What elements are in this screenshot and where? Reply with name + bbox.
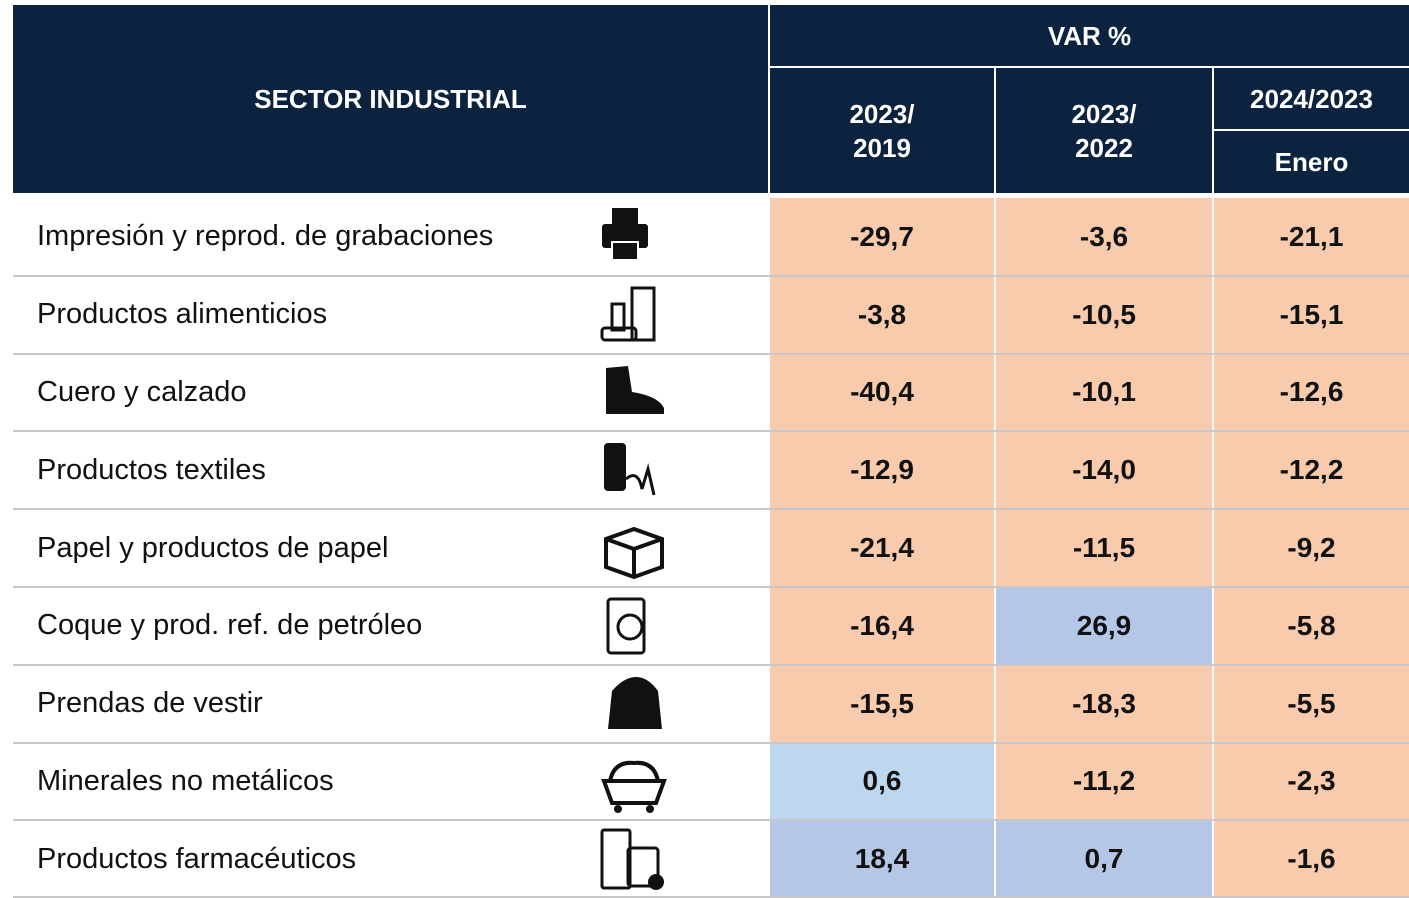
value-cell: -16,4 — [770, 587, 994, 665]
value-cell: -15,5 — [770, 664, 994, 743]
header-text: SECTOR INDUSTRIAL — [254, 84, 527, 114]
header-col2: 2023/2022 — [996, 68, 1212, 193]
icon — [600, 828, 664, 891]
row-separator — [13, 819, 1409, 822]
row-label: Cuero y calzado — [37, 375, 247, 408]
header-text: Enero — [1274, 147, 1349, 177]
header-text: 2019 — [853, 132, 911, 163]
icon — [600, 286, 656, 342]
value-cell: -10,5 — [996, 275, 1212, 354]
row-separator — [13, 663, 1409, 666]
row-separator — [13, 508, 1409, 511]
value-cell: 26,9 — [996, 587, 1212, 665]
value-cell: -12,9 — [770, 431, 994, 510]
row-label: Productos farmacéuticos — [37, 842, 357, 875]
row-icon — [598, 362, 670, 424]
icon — [604, 527, 664, 580]
row-icon — [598, 595, 670, 657]
row-label: Productos textiles — [37, 453, 266, 486]
header-var: VAR % — [770, 5, 1409, 66]
row-icon — [598, 206, 670, 268]
value-cell: -29,7 — [770, 198, 994, 276]
value-cell: -9,2 — [1214, 509, 1409, 587]
icon — [606, 365, 664, 414]
row-label: Coque y prod. ref. de petróleo — [37, 609, 423, 642]
value-cell: -40,4 — [770, 353, 994, 432]
row-label: Papel y productos de papel — [37, 531, 389, 564]
header-text: 2022 — [1075, 132, 1133, 163]
value-cell: -11,5 — [996, 509, 1212, 587]
row-icon — [598, 751, 670, 813]
row-separator — [13, 274, 1409, 277]
header-col1: 2023/2019 — [770, 68, 994, 193]
value-cell: -14,0 — [996, 431, 1212, 510]
row-separator — [13, 896, 1409, 898]
value-cell: -5,8 — [1214, 587, 1409, 665]
row-icon — [598, 284, 670, 346]
row-separator — [13, 430, 1409, 433]
value-cell: -11,2 — [996, 742, 1212, 821]
row-separator — [13, 586, 1409, 588]
row-label: Minerales no metálicos — [37, 764, 334, 797]
header-text: 2024/2023 — [1250, 83, 1373, 114]
row-label: Productos alimenticios — [37, 298, 328, 331]
value-cell: 0,6 — [770, 742, 994, 821]
header-sector: SECTOR INDUSTRIAL — [13, 5, 768, 193]
row-label: Impresión y reprod. de grabaciones — [37, 220, 494, 253]
value-cell: -12,6 — [1214, 353, 1409, 432]
value-cell: -2,3 — [1214, 742, 1409, 821]
value-cell: -3,6 — [996, 198, 1212, 276]
value-cell: -21,4 — [770, 509, 994, 587]
value-cell: -18,3 — [996, 664, 1212, 743]
header-text: VAR % — [1047, 20, 1132, 51]
value-cell: -5,5 — [1214, 664, 1409, 743]
value-cell: -21,1 — [1214, 198, 1409, 276]
value-cell: -1,6 — [1214, 820, 1409, 898]
row-label: Prendas de vestir — [37, 687, 263, 720]
value-cell: -10,1 — [996, 353, 1212, 432]
value-cell: -15,1 — [1214, 275, 1409, 354]
header-col3: 2024/2023 — [1214, 68, 1409, 129]
row-icon — [598, 828, 670, 891]
icon — [601, 760, 667, 813]
icon — [608, 676, 662, 729]
value-cell: -3,8 — [770, 275, 994, 354]
icon — [606, 597, 646, 655]
icon — [604, 443, 656, 496]
value-cell: 18,4 — [770, 820, 994, 898]
header-text: 2023/ — [1071, 98, 1137, 129]
row-icon — [598, 439, 670, 501]
header-text: 2023/ — [849, 98, 915, 129]
row-separator — [13, 741, 1409, 744]
header-col3-sub: Enero — [1214, 131, 1409, 193]
value-cell: -12,2 — [1214, 431, 1409, 510]
row-icon — [598, 673, 670, 735]
value-cell: 0,7 — [996, 820, 1212, 898]
icon — [602, 208, 648, 261]
row-icon — [598, 517, 670, 580]
row-separator — [13, 352, 1409, 355]
